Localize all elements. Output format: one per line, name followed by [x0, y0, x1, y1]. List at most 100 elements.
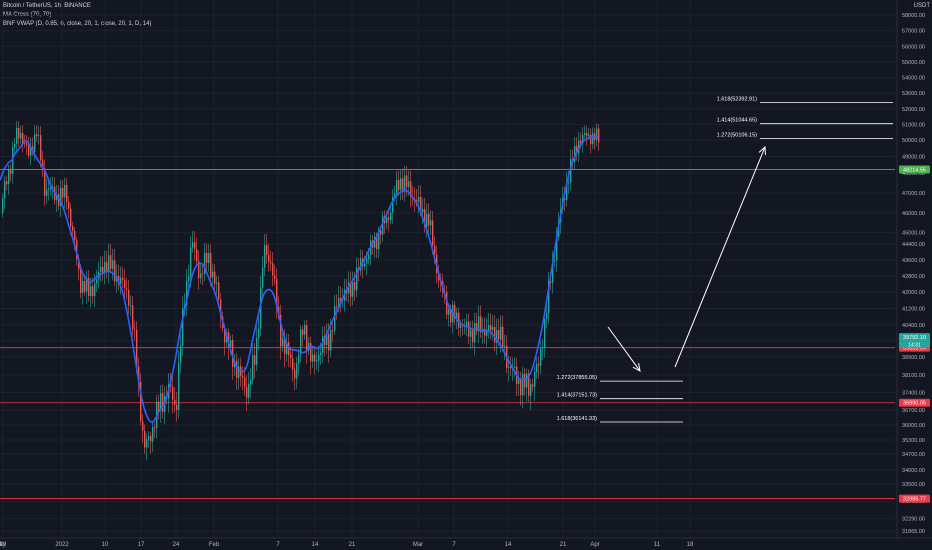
- candle-body: [96, 279, 98, 284]
- candle-body: [78, 258, 80, 270]
- candle-body: [276, 279, 278, 307]
- candle-body: [282, 338, 284, 347]
- y-tick-label: 55000.00: [902, 60, 925, 66]
- candle-body: [274, 275, 276, 280]
- candle-body: [202, 273, 204, 275]
- candle-body: [254, 355, 256, 365]
- candle-body: [250, 380, 252, 385]
- candle-body: [208, 253, 210, 263]
- candle-body: [382, 215, 384, 235]
- x-tick-label: 7: [276, 542, 280, 548]
- x-tick-label: 21: [349, 542, 356, 548]
- candle-body: [450, 309, 452, 323]
- candle-body: [178, 362, 180, 410]
- x-tick-label: Feb: [209, 542, 220, 548]
- candle-body: [246, 387, 248, 398]
- candle-body: [288, 342, 290, 356]
- candle-body: [214, 271, 216, 284]
- candle-body: [206, 252, 208, 263]
- candle-body: [420, 196, 422, 213]
- y-tick-label: 52000.00: [902, 107, 925, 113]
- candle-body: [338, 297, 340, 308]
- candle-body: [542, 347, 544, 349]
- candle-body: [280, 314, 282, 347]
- candle-body: [50, 187, 52, 190]
- x-tick-label: Apr: [590, 542, 599, 548]
- candle-body: [478, 316, 480, 332]
- candle-body: [300, 329, 302, 355]
- candle-body: [586, 133, 588, 137]
- y-tick-label: 34000.00: [902, 468, 925, 474]
- candle-body: [308, 342, 310, 351]
- y-tick-label: 42000.00: [902, 290, 925, 296]
- candle-body: [6, 181, 8, 185]
- y-tick-label: 34700.00: [902, 452, 925, 458]
- candle-body: [320, 352, 322, 356]
- candle-body: [102, 266, 104, 274]
- candle-body: [458, 312, 460, 328]
- candle-body: [584, 133, 586, 135]
- candle-body: [92, 286, 94, 297]
- y-tick-label: 49000.00: [902, 155, 925, 161]
- y-tick-label: 51000.00: [902, 122, 925, 128]
- candle-body: [32, 146, 34, 152]
- candle-body: [36, 134, 38, 136]
- projection-arrow-up: [674, 146, 766, 368]
- candle-body: [430, 220, 432, 226]
- candle-body: [108, 255, 110, 272]
- candle-body: [328, 333, 330, 351]
- candle-body: [118, 275, 120, 284]
- candle-body: [368, 254, 370, 259]
- candle-body: [210, 253, 212, 278]
- y-tick-label: 47000.00: [902, 191, 925, 197]
- candle-body: [422, 209, 424, 213]
- candle-body: [152, 427, 154, 442]
- candle-body: [72, 226, 74, 231]
- symbol-title[interactable]: Bitcoin / TetherUS, 1h, BINANCE: [3, 3, 91, 9]
- candle-body: [20, 133, 22, 139]
- candle-body: [130, 305, 132, 307]
- y-tick-label: 32290.00: [902, 517, 925, 523]
- candle-body: [154, 427, 156, 429]
- candle-body: [88, 277, 90, 296]
- candle-body: [216, 282, 218, 284]
- x-tick-label: 14: [505, 542, 512, 548]
- candle-body: [424, 209, 426, 228]
- candle-body: [392, 197, 394, 213]
- fib-target-up-label: 1.414(51044.65): [717, 118, 758, 124]
- price-badge-support-1: 39305.54: [903, 346, 926, 352]
- y-tick-label: 44400.00: [902, 242, 925, 248]
- x-tick-label: 11: [654, 542, 661, 548]
- candle-body: [66, 184, 68, 202]
- candle-body: [380, 230, 382, 235]
- candle-body: [106, 261, 108, 272]
- indicator-vwap[interactable]: BNF VWAP (D, 0.85, 6, close, 20, 1, clos…: [3, 21, 152, 27]
- candle-body: [110, 255, 112, 269]
- candle-body: [84, 280, 86, 292]
- candle-body: [140, 382, 142, 422]
- candle-body: [416, 200, 418, 202]
- candle-body: [260, 287, 262, 329]
- candle-body: [598, 128, 600, 143]
- candle-body: [38, 135, 40, 137]
- x-tick-label: 21: [560, 542, 567, 548]
- candle-body: [284, 338, 286, 355]
- y-tick-label: 38900.00: [902, 355, 925, 361]
- candle-body: [448, 309, 450, 315]
- x-tick-label: 20: [0, 542, 7, 548]
- candle-body: [48, 189, 50, 190]
- candle-body: [258, 328, 260, 339]
- candle-body: [148, 436, 150, 440]
- candle-body: [200, 273, 202, 279]
- candle-body: [410, 181, 412, 197]
- candle-body: [336, 306, 338, 308]
- candle-body: [476, 323, 478, 332]
- candle-body: [316, 360, 318, 362]
- candle-body: [472, 329, 474, 343]
- candle-body: [304, 324, 306, 335]
- candle-body: [568, 182, 570, 184]
- candle-body: [74, 230, 76, 241]
- candle-body: [26, 143, 28, 146]
- candle-body: [502, 326, 504, 347]
